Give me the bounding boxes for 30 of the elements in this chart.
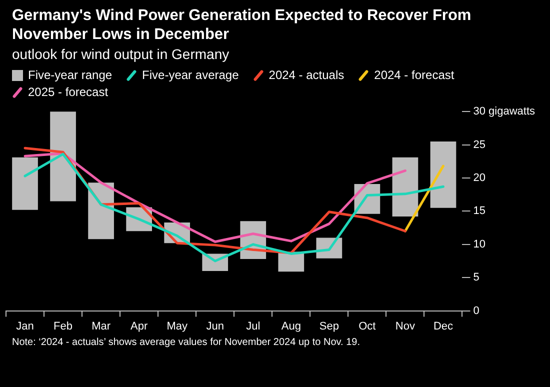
x-tick-label: Dec xyxy=(433,320,454,332)
x-tick-label: Apr xyxy=(130,320,148,332)
legend-label: 2025 - forecast xyxy=(28,85,108,99)
x-tick-label: Jul xyxy=(246,320,260,332)
legend-label: Five-year average xyxy=(142,68,239,82)
x-tick-label: Oct xyxy=(358,320,376,332)
y-tick-label: 15 xyxy=(473,205,486,218)
y-tick-label: 10 xyxy=(473,238,486,250)
bar xyxy=(430,141,456,208)
text: Note: ‘2024 - actuals’ shows average values for November 2024 up to Nov. 19. xyxy=(12,336,361,349)
chart-subtitle: outlook for wind output in Germany xyxy=(11,45,230,62)
x-tick-label: Mar xyxy=(92,320,111,332)
y-tick-label: 30 gigawatts xyxy=(473,106,536,118)
y-tick-label: 25 xyxy=(473,138,486,151)
x-tick-label: May xyxy=(166,320,188,332)
x-tick-label: Sep xyxy=(319,320,339,332)
legend-label: 2024 - actuals xyxy=(268,68,344,82)
legend-label: Five-year range xyxy=(28,68,112,82)
y-tick-label: 0 xyxy=(473,304,480,317)
y-tick-label: 20 xyxy=(473,172,486,184)
bar xyxy=(392,157,418,217)
x-tick-label: Jun xyxy=(206,320,224,332)
bar xyxy=(12,157,38,210)
legend-label: 2024 - forecast xyxy=(374,68,454,82)
x-tick-label: Nov xyxy=(395,320,416,332)
y-tick-label: 5 xyxy=(473,272,480,284)
x-tick-label: Feb xyxy=(54,320,73,332)
x-tick-label: Jan xyxy=(16,320,34,332)
chart-title: Germany's Wind Power Generation Expected to Recover From November Lows in December xyxy=(11,6,472,44)
x-tick-label: Aug xyxy=(281,320,301,332)
